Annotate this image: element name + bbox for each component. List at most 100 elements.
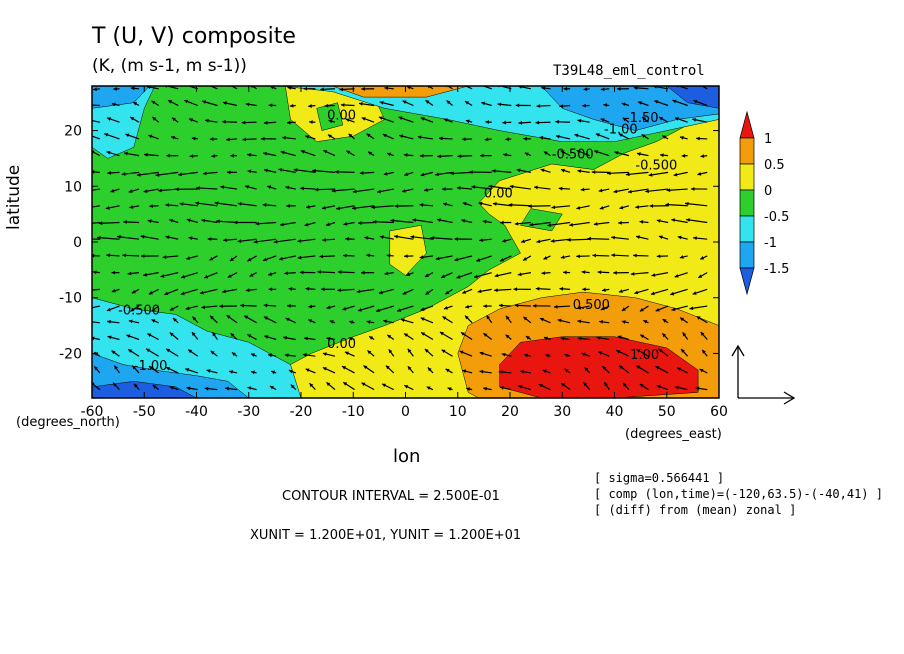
wind-vector-170 — [287, 303, 296, 308]
wind-vector-186 — [600, 305, 610, 311]
wind-vector-225 — [111, 270, 120, 275]
wind-vector-520 — [241, 120, 257, 125]
wind-vector-187 — [621, 305, 630, 312]
contour-region-12 — [666, 86, 719, 109]
wind-vector-495 — [382, 133, 394, 140]
wind-vector-51 — [462, 369, 473, 374]
wind-vector-417 — [107, 170, 120, 175]
wind-vector-16 — [404, 384, 414, 391]
wind-vector-400 — [401, 188, 414, 193]
wind-vector-71 — [231, 351, 238, 357]
wind-vector-383 — [684, 201, 708, 207]
wind-vector-565 — [497, 102, 512, 107]
wind-vector-374 — [508, 203, 531, 207]
wind-vector-73 — [268, 353, 277, 358]
wind-vector-85 — [501, 352, 512, 357]
wind-vector-375 — [528, 204, 551, 209]
wind-vector-513 — [106, 117, 120, 123]
wind-vector-377 — [576, 205, 590, 210]
wind-vector-269 — [343, 253, 355, 258]
wind-vector-166 — [201, 305, 218, 310]
wind-vector-414 — [666, 188, 688, 193]
wind-vector-25 — [583, 381, 591, 391]
wind-vector-174 — [357, 305, 375, 312]
wind-vector-181 — [498, 303, 512, 308]
wind-vector-208 — [402, 288, 414, 295]
wind-vector-471 — [543, 150, 551, 157]
wind-vector-477 — [659, 153, 669, 158]
wind-vector-519 — [222, 119, 238, 124]
wind-vector-38 — [206, 369, 218, 374]
wind-vector-347 — [618, 220, 629, 225]
wind-vector-190 — [671, 305, 688, 312]
wind-vector-132 — [172, 317, 179, 324]
wind-vector-367 — [371, 205, 394, 210]
wind-vector-17 — [426, 386, 434, 391]
wind-vector-379 — [619, 205, 630, 210]
x-tick-label-6: 0 — [401, 404, 410, 420]
wind-vector-426 — [278, 168, 296, 173]
colorbar-label-0: 1 — [764, 132, 772, 147]
wind-vector-282 — [592, 253, 610, 258]
wind-vector-407 — [534, 185, 551, 190]
wind-vector-461 — [346, 150, 355, 157]
colorbar-box-3 — [739, 189, 755, 217]
wind-vector-458 — [280, 150, 296, 157]
wind-vector-241 — [424, 272, 434, 278]
wind-vector-459 — [300, 149, 316, 157]
wind-vector-427 — [293, 168, 316, 173]
wind-vector-110 — [368, 335, 375, 341]
wind-vector-224 — [92, 270, 100, 275]
wind-vector-36 — [165, 366, 179, 374]
wind-vector-100 — [169, 332, 179, 340]
wind-vector-155 — [621, 320, 629, 324]
x-tick-label-0: -60 — [81, 404, 104, 420]
wind-vector-239 — [384, 271, 394, 276]
wind-vector-150 — [522, 316, 532, 324]
wind-vector-182 — [514, 303, 531, 308]
wind-vector-221 — [650, 288, 669, 296]
wind-vector-265 — [262, 255, 277, 262]
wind-vector-286 — [679, 255, 688, 259]
wind-vector-172 — [326, 305, 336, 310]
wind-vector-97 — [107, 335, 120, 341]
wind-vector-50 — [445, 368, 453, 374]
wind-vector-114 — [439, 331, 453, 341]
wind-vector-204 — [321, 287, 335, 292]
wind-vector-409 — [580, 187, 590, 192]
wind-vector-587 — [303, 86, 316, 91]
wind-vector-569 — [582, 103, 590, 108]
wind-vector-277 — [499, 255, 512, 262]
wind-vector-534 — [518, 120, 531, 125]
wind-vector-184 — [553, 304, 571, 309]
wind-vector-103 — [230, 332, 238, 340]
wind-vector-125 — [661, 332, 669, 340]
wind-vector-135 — [226, 314, 238, 324]
wind-vector-300 — [322, 238, 336, 242]
wind-vector-440 — [560, 168, 571, 173]
wind-vector-34 — [131, 365, 140, 374]
wind-vector-348 — [639, 220, 649, 224]
wind-vector-39 — [228, 370, 238, 374]
wind-vector-233 — [268, 272, 277, 276]
wind-vector-41 — [270, 370, 277, 375]
x-tick-label-2: -40 — [185, 404, 208, 420]
wind-vector-124 — [639, 334, 649, 341]
wind-vector-301 — [345, 236, 355, 241]
wind-vector-293 — [188, 236, 198, 241]
wind-vector-70 — [210, 350, 218, 357]
wind-vector-497 — [417, 135, 434, 140]
wind-vector-362 — [286, 204, 296, 208]
wind-vector-406 — [509, 184, 531, 190]
wind-vector-42 — [288, 369, 296, 374]
chart-subtitle: (K, (m s-1, m s-1)) — [92, 56, 247, 76]
wind-vector-578 — [130, 86, 140, 91]
wind-vector-49 — [427, 367, 434, 374]
wind-vector-63 — [699, 368, 708, 374]
wind-vector-405 — [488, 184, 512, 190]
wind-vector-246 — [517, 272, 531, 277]
wind-vector-279 — [543, 255, 551, 260]
wind-vector-284 — [633, 253, 649, 258]
colorbar-box-5 — [739, 241, 755, 269]
wind-vector-139 — [307, 319, 316, 324]
